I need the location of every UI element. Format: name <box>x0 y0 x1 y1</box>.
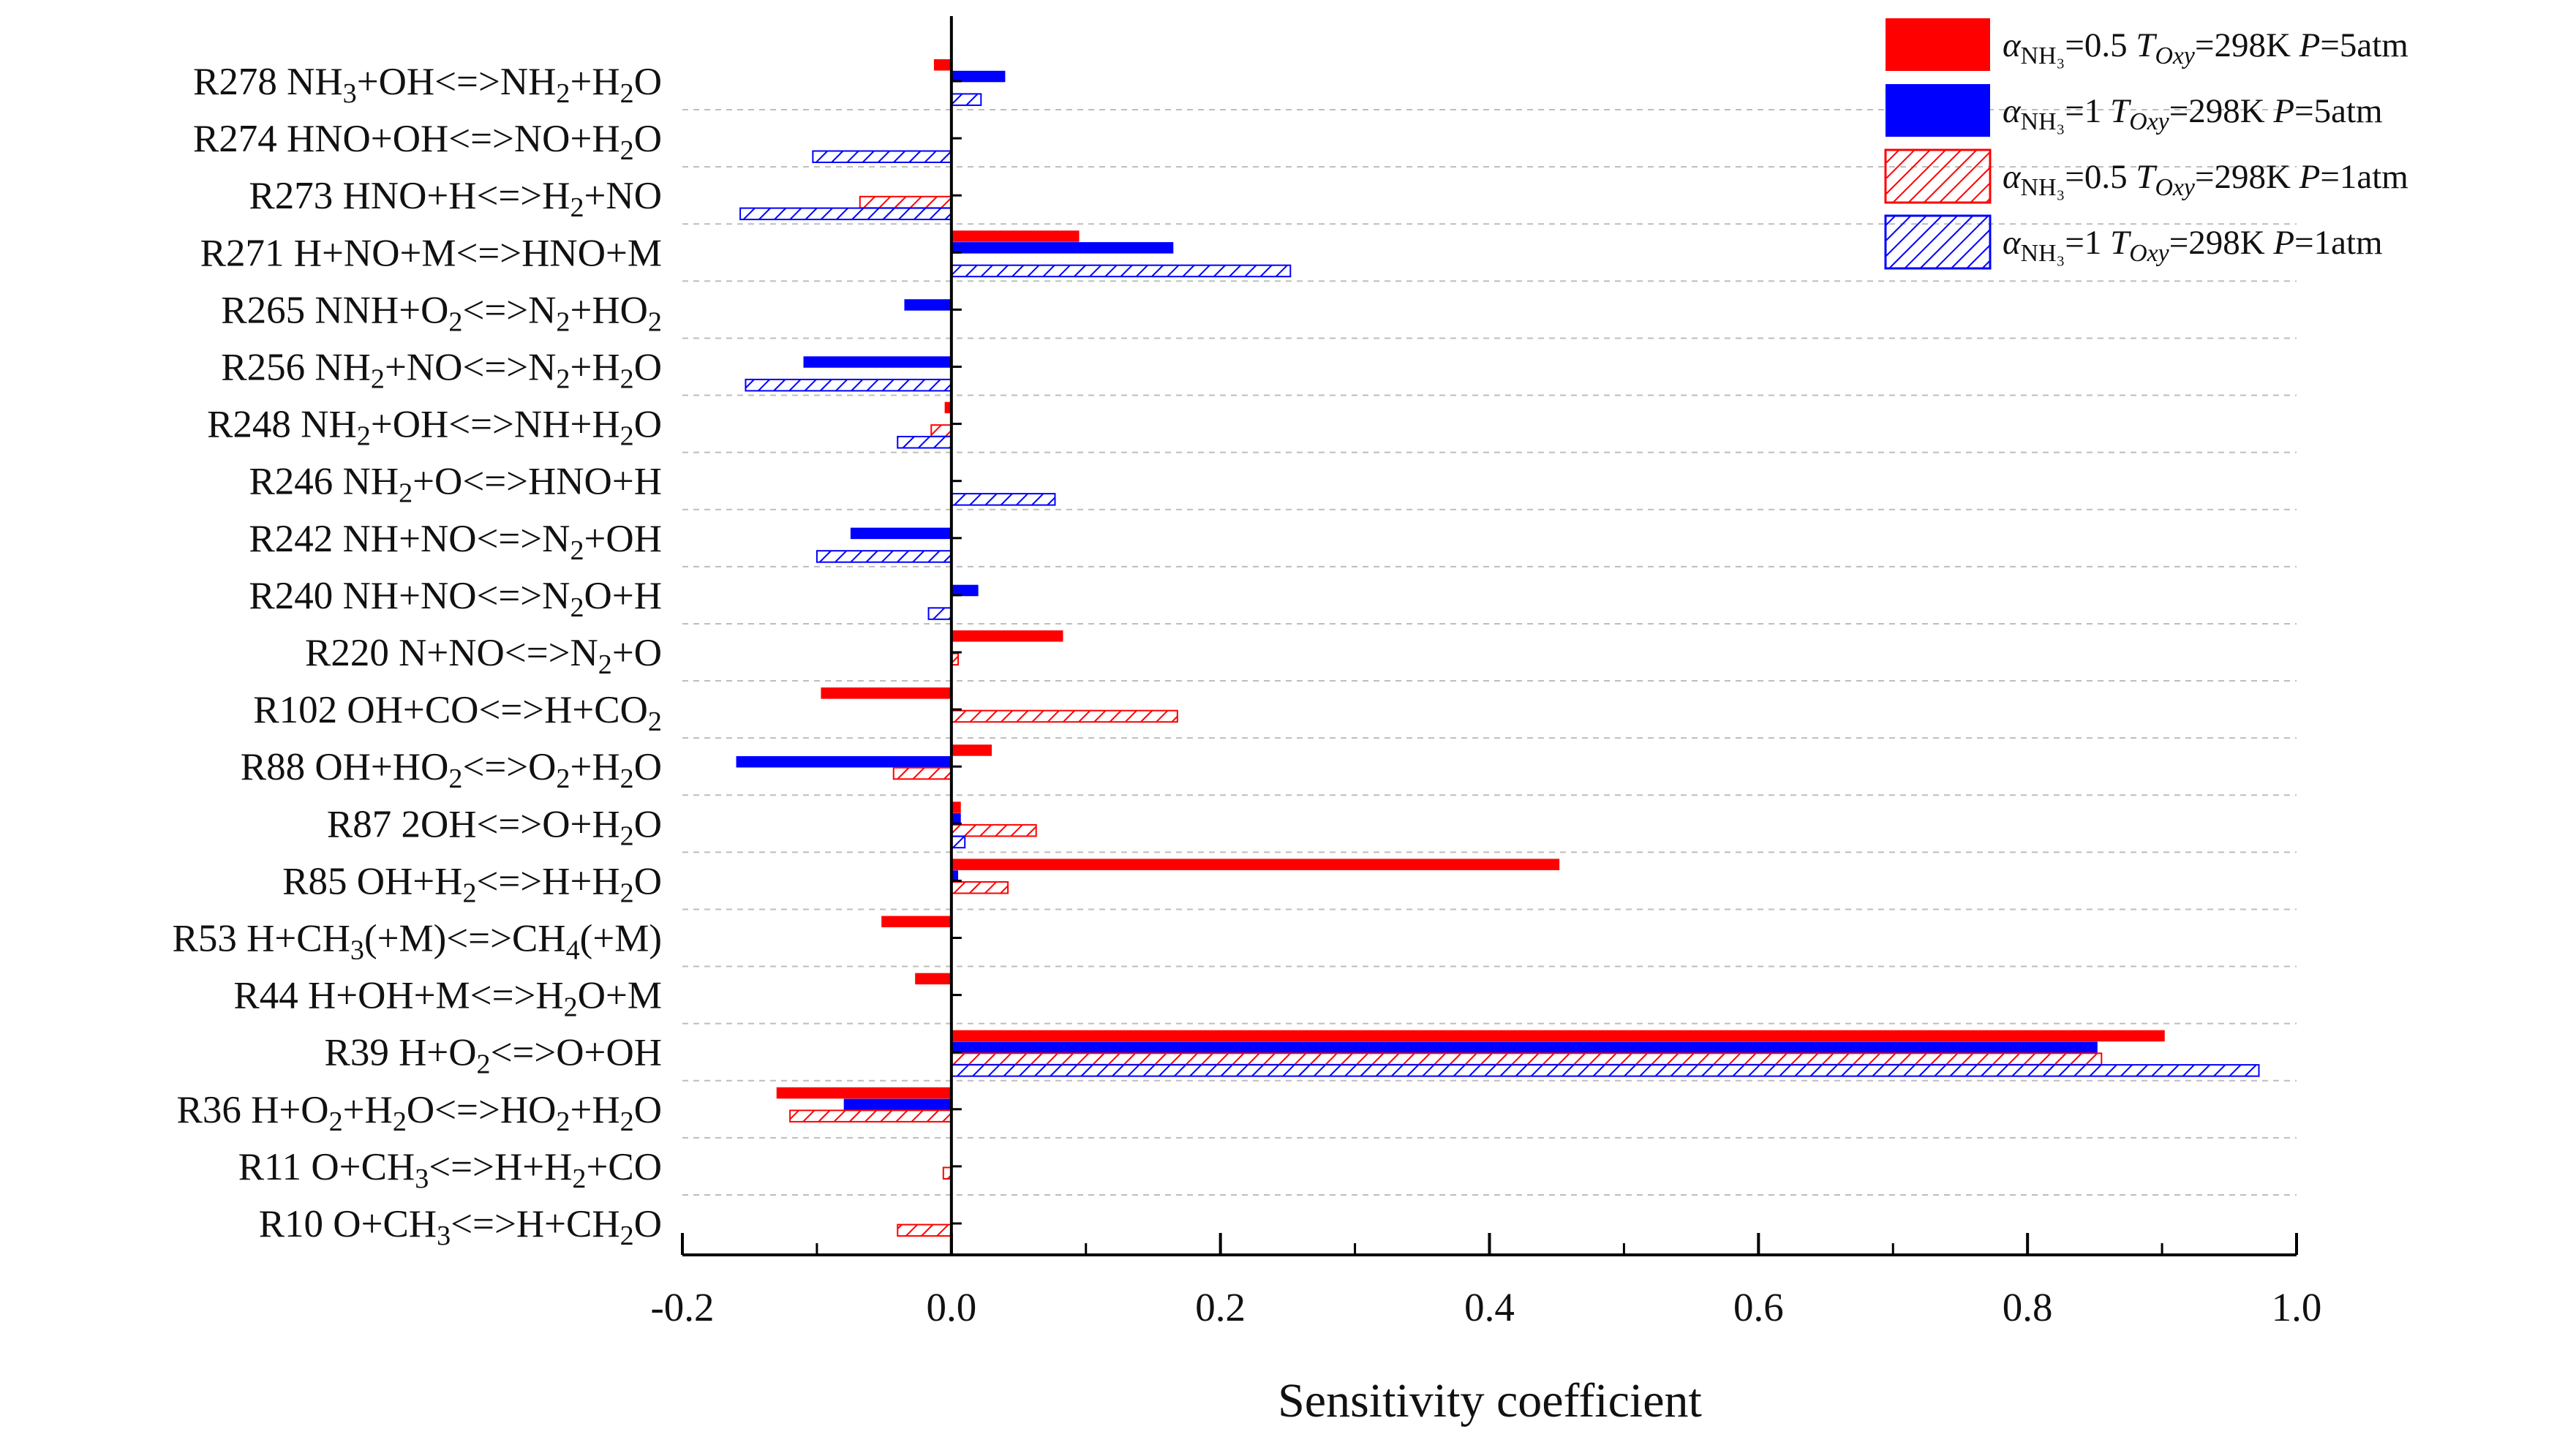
bar-3-13 <box>892 766 952 780</box>
legend-label: αNH₃=1 TOxy=298K P=1atm <box>2003 224 2383 267</box>
category-label: R273 HNO+H<=>H2+NO <box>249 175 662 223</box>
bar-1-13 <box>951 744 992 756</box>
x-tick-label: 1.0 <box>2272 1285 2322 1329</box>
category-label: R53 H+CH3(+M)<=>CH4(+M) <box>172 918 662 966</box>
category-label: R240 NH+NO<=>N2O+H <box>249 575 662 623</box>
bars <box>736 59 2260 1237</box>
bar-3-3 <box>859 195 952 209</box>
category-label: R246 NH2+O<=>HNO+H <box>249 461 662 509</box>
bar-3-21 <box>897 1223 952 1237</box>
x-axis-title: Sensitivity coefficient <box>1278 1374 1702 1427</box>
x-tick-label: 0.6 <box>1733 1285 1784 1329</box>
axes: -0.2 0.0 0.2 0.4 0.6 0.8 1.0 <box>650 16 2321 1329</box>
category-label: R248 NH2+OH<=>NH+H2O <box>207 404 662 452</box>
category-label: R271 H+NO+M<=>HNO+M <box>200 232 662 274</box>
bar-3-14 <box>950 823 1037 837</box>
bar-4-3 <box>739 207 952 221</box>
bar-2-14 <box>951 813 961 825</box>
bar-4-7 <box>897 436 952 449</box>
category-label: R242 NH+NO<=>N2+OH <box>249 518 662 566</box>
x-tick-label: 0.8 <box>2003 1285 2053 1329</box>
x-tick-label: -0.2 <box>650 1285 714 1329</box>
bar-1-7 <box>944 401 952 414</box>
bar-2-4 <box>951 242 1174 254</box>
bar-2-5 <box>904 299 952 311</box>
bar-1-17 <box>915 973 952 985</box>
category-label: R85 OH+H2<=>H+H2O <box>282 860 662 908</box>
legend-swatch <box>1884 214 1992 270</box>
bar-3-18 <box>950 1052 2103 1065</box>
legend-label: αNH₃=1 TOxy=298K P=5atm <box>2003 92 2383 135</box>
bar-4-10 <box>927 607 952 620</box>
bar-3-12 <box>950 709 1178 723</box>
category-label: R11 O+CH3<=>H+H2+CO <box>238 1146 662 1194</box>
bar-3-7 <box>930 424 952 437</box>
bar-2-13 <box>736 756 952 768</box>
category-label: R88 OH+HO2<=>O2+H2O <box>241 746 662 794</box>
bar-4-9 <box>815 550 952 563</box>
category-labels: R278 NH3+OH<=>NH2+H2O R274 HNO+OH<=>NO+H2… <box>172 61 662 1251</box>
bar-4-6 <box>745 378 952 392</box>
bar-2-1 <box>951 70 1006 83</box>
bar-4-14 <box>950 835 966 849</box>
bar-2-6 <box>803 356 952 368</box>
category-label: R220 N+NO<=>N2+O <box>305 632 662 680</box>
bar-1-1 <box>933 59 952 71</box>
bar-1-12 <box>821 687 952 699</box>
bar-1-15 <box>951 859 1560 870</box>
legend: αNH₃=0.5 TOxy=298K P=5atm αNH₃=1 TOxy=298… <box>1884 18 2408 270</box>
bar-4-4 <box>950 264 1292 278</box>
category-label: R256 NH2+NO<=>N2+H2O <box>221 347 662 395</box>
category-label: R265 NNH+O2<=>N2+HO2 <box>221 289 662 337</box>
x-tick-label: 0.4 <box>1464 1285 1515 1329</box>
bar-4-2 <box>812 150 952 163</box>
category-label: R274 HNO+OH<=>NO+H2O <box>193 118 662 166</box>
category-label: R44 H+OH+M<=>H2O+M <box>233 975 662 1023</box>
category-label: R36 H+O2+H2O<=>HO2+H2O <box>177 1089 662 1137</box>
bar-3-19 <box>789 1109 952 1123</box>
bar-4-18 <box>950 1064 2260 1077</box>
category-label: R87 2OH<=>O+H2O <box>327 803 662 851</box>
category-label: R39 H+O2<=>O+OH <box>324 1032 662 1080</box>
bar-2-18 <box>951 1041 2098 1053</box>
bar-2-19 <box>843 1098 952 1111</box>
x-tick-label: 0.0 <box>926 1285 976 1329</box>
bar-3-15 <box>950 881 1009 894</box>
bar-1-11 <box>951 630 1063 642</box>
bar-2-10 <box>951 584 979 597</box>
legend-swatch <box>1886 84 1990 137</box>
bar-1-16 <box>881 916 952 927</box>
legend-label: αNH₃=0.5 TOxy=298K P=5atm <box>2003 26 2408 69</box>
bar-2-15 <box>951 870 959 882</box>
category-label: R278 NH3+OH<=>NH2+H2O <box>193 61 662 109</box>
bar-1-4 <box>951 230 1080 242</box>
bar-4-1 <box>950 93 982 106</box>
legend-swatch <box>1884 148 1992 204</box>
legend-label: αNH₃=0.5 TOxy=298K P=1atm <box>2003 158 2408 201</box>
category-label: R10 O+CH3<=>H+CH2O <box>259 1203 662 1251</box>
bar-1-18 <box>951 1030 2165 1042</box>
bar-2-9 <box>850 527 952 540</box>
x-tick-label: 0.2 <box>1195 1285 1246 1329</box>
bar-1-19 <box>776 1087 952 1099</box>
bar-1-14 <box>951 801 961 813</box>
category-label: R102 OH+CO<=>H+CO2 <box>253 689 662 737</box>
bar-4-8 <box>950 493 1056 506</box>
legend-swatch <box>1886 18 1990 71</box>
